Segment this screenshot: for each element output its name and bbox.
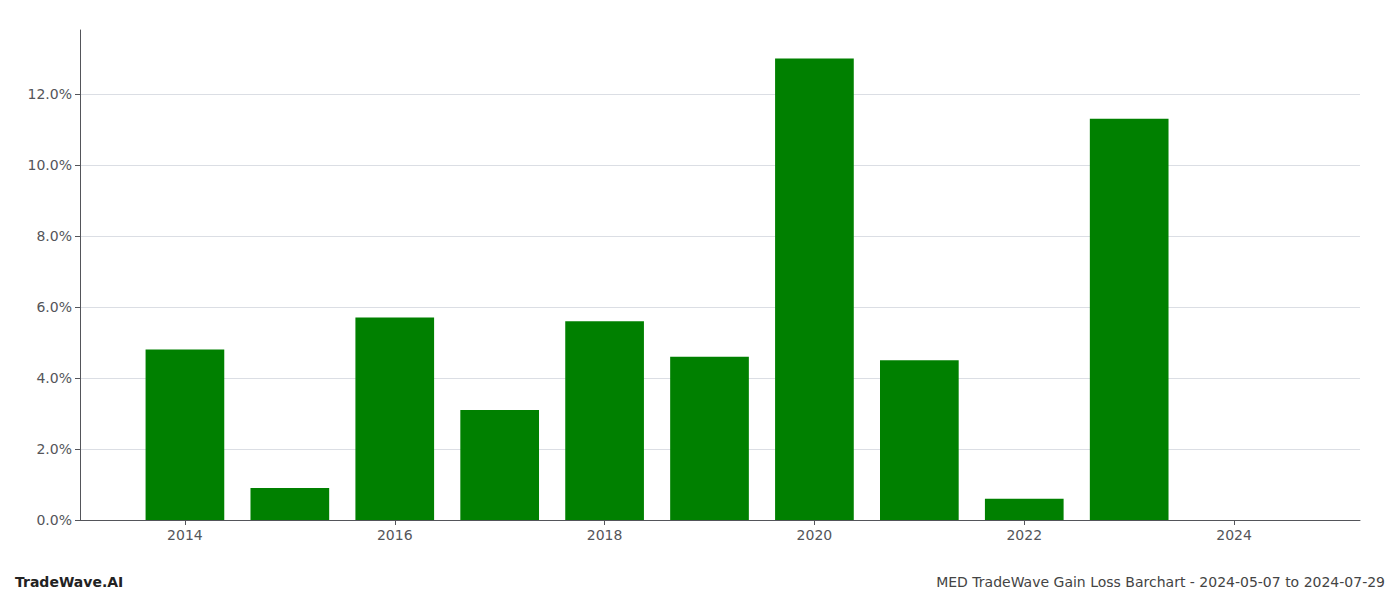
svg-text:6.0%: 6.0% bbox=[36, 299, 72, 315]
svg-text:MED TradeWave Gain Loss Barcha: MED TradeWave Gain Loss Barchart - 2024-… bbox=[936, 574, 1385, 590]
svg-text:12.0%: 12.0% bbox=[28, 86, 72, 102]
svg-text:4.0%: 4.0% bbox=[36, 370, 72, 386]
svg-text:2.0%: 2.0% bbox=[36, 441, 72, 457]
svg-text:TradeWave.AI: TradeWave.AI bbox=[15, 574, 123, 590]
svg-text:0.0%: 0.0% bbox=[36, 512, 72, 528]
svg-text:2018: 2018 bbox=[587, 527, 623, 543]
svg-text:2016: 2016 bbox=[377, 527, 413, 543]
svg-text:8.0%: 8.0% bbox=[36, 228, 72, 244]
svg-text:2020: 2020 bbox=[797, 527, 833, 543]
svg-text:2014: 2014 bbox=[167, 527, 203, 543]
svg-text:2022: 2022 bbox=[1006, 527, 1042, 543]
svg-text:2024: 2024 bbox=[1216, 527, 1252, 543]
svg-text:10.0%: 10.0% bbox=[28, 157, 72, 173]
